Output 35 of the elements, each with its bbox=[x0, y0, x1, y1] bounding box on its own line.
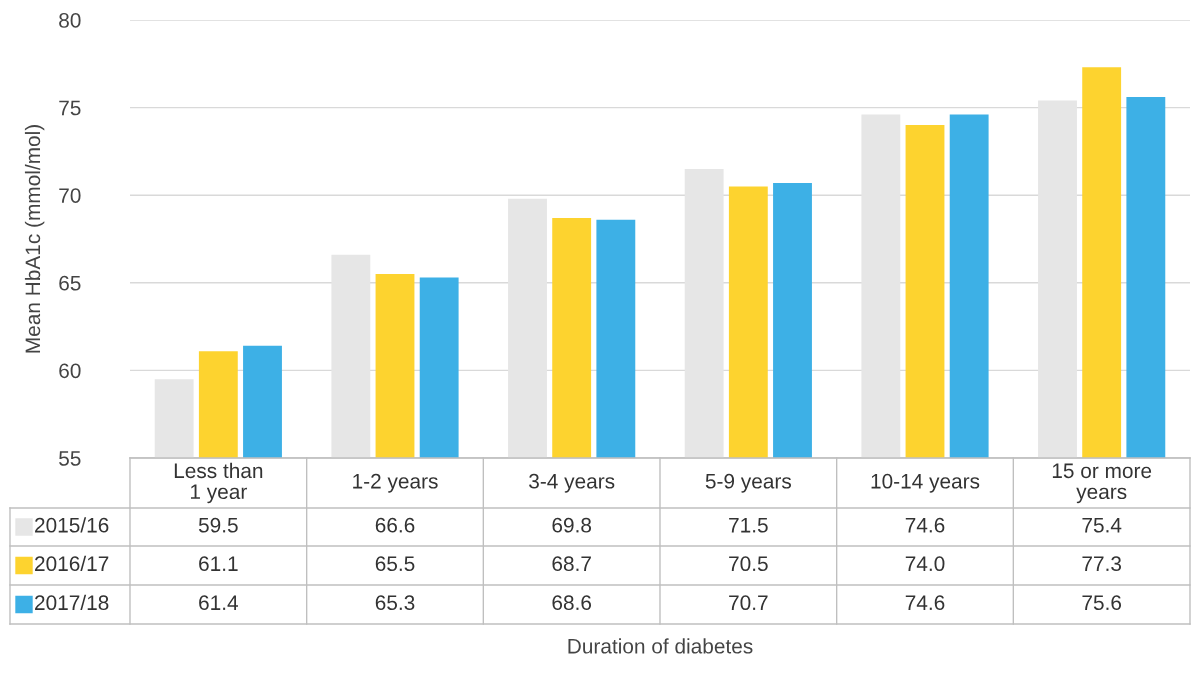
data-label: 61.1 bbox=[199, 556, 238, 572]
y-axis-title: Mean HbA1c (mmol/mol) bbox=[24, 125, 45, 353]
data-label: 75.4 bbox=[1082, 518, 1122, 533]
data-label: 69.8 bbox=[552, 517, 592, 533]
x-tick-label: 5-9 years bbox=[705, 473, 792, 493]
legend-label: 2015/16 bbox=[35, 517, 109, 533]
data-label: 75.6 bbox=[1082, 595, 1122, 611]
data-label: 74.6 bbox=[905, 517, 945, 533]
data-label: 59.5 bbox=[198, 517, 238, 533]
legend-label: 2016/17 bbox=[35, 555, 109, 572]
x-tick-label: Less than 1 year bbox=[174, 462, 263, 504]
text: Duration of diabetes bbox=[568, 638, 753, 654]
data-label: 65.5 bbox=[375, 556, 415, 572]
legend-label: 2017/18 bbox=[35, 594, 109, 611]
data-label: 68.7 bbox=[552, 556, 591, 572]
data-label: 74.0 bbox=[905, 556, 945, 572]
y-tick-label: 65 bbox=[59, 275, 81, 291]
data-label: 71.5 bbox=[729, 518, 768, 533]
data-label: 70.7 bbox=[729, 595, 768, 611]
x-tick-label: 15 or more years bbox=[1052, 463, 1152, 504]
data-label: 70.5 bbox=[729, 556, 768, 572]
y-tick-label: 60 bbox=[59, 363, 81, 379]
x-tick-label: 1-2 years bbox=[353, 473, 438, 493]
data-label: 74.6 bbox=[905, 595, 945, 611]
y-tick-label: 80 bbox=[59, 13, 81, 28]
data-label: 61.4 bbox=[199, 595, 238, 611]
x-tick-label: 10-14 years bbox=[871, 473, 980, 493]
y-tick-label: 55 bbox=[59, 451, 81, 466]
data-label: 65.3 bbox=[375, 595, 415, 611]
data-label: 77.3 bbox=[1082, 556, 1122, 572]
data-label: 66.6 bbox=[375, 517, 415, 533]
y-tick-label: 70 bbox=[59, 188, 81, 203]
data-label: 68.6 bbox=[552, 595, 592, 611]
y-tick-label: 75 bbox=[59, 100, 81, 116]
x-tick-label: 3-4 years bbox=[529, 473, 615, 493]
